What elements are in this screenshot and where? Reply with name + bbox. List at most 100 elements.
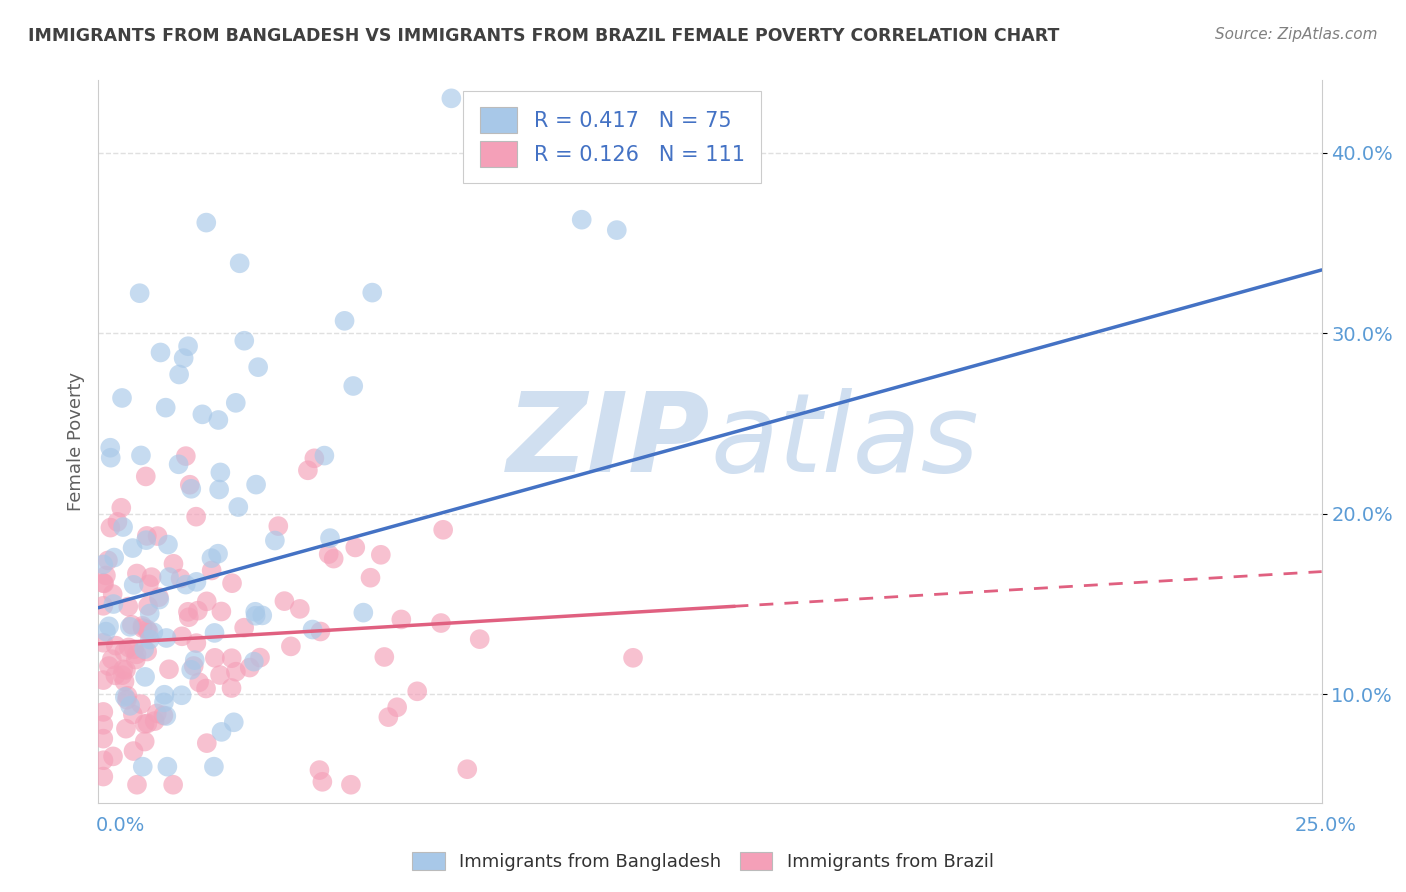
Point bbox=[297, 463, 319, 477]
Point bbox=[180, 482, 202, 496]
Point bbox=[115, 692, 138, 706]
Point bbox=[104, 639, 127, 653]
Point bbox=[314, 449, 336, 463]
Point bbox=[288, 602, 311, 616]
Point bbox=[273, 594, 295, 608]
Point bbox=[222, 715, 245, 730]
Point bbox=[138, 624, 160, 639]
Point bbox=[201, 564, 224, 578]
Point bbox=[195, 736, 218, 750]
Point bbox=[146, 706, 169, 721]
Point bbox=[153, 695, 176, 709]
Point bbox=[319, 531, 342, 545]
Point bbox=[146, 529, 169, 543]
Point bbox=[91, 673, 114, 687]
Point bbox=[138, 577, 160, 591]
Point bbox=[91, 599, 114, 613]
Point bbox=[153, 688, 176, 702]
Point bbox=[322, 551, 344, 566]
Point bbox=[125, 652, 148, 666]
Point bbox=[135, 533, 157, 548]
Point bbox=[170, 629, 193, 643]
Point bbox=[280, 640, 302, 654]
Point bbox=[112, 662, 135, 676]
Point bbox=[104, 668, 127, 682]
Point bbox=[141, 570, 163, 584]
Point bbox=[115, 722, 138, 736]
Point bbox=[301, 623, 323, 637]
Point bbox=[186, 636, 208, 650]
Point bbox=[117, 689, 139, 703]
Text: atlas: atlas bbox=[710, 388, 979, 495]
Point bbox=[121, 617, 143, 632]
Point bbox=[340, 778, 363, 792]
Point bbox=[406, 684, 429, 698]
Point bbox=[132, 760, 155, 774]
Point bbox=[204, 626, 226, 640]
Point bbox=[389, 612, 412, 626]
Point bbox=[247, 360, 270, 375]
Point bbox=[606, 223, 628, 237]
Legend: R = 0.417   N = 75, R = 0.126   N = 111: R = 0.417 N = 75, R = 0.126 N = 111 bbox=[463, 91, 762, 183]
Point bbox=[111, 668, 134, 682]
Point bbox=[112, 520, 135, 534]
Point bbox=[183, 659, 205, 673]
Point bbox=[187, 604, 209, 618]
Point bbox=[91, 558, 114, 572]
Point bbox=[125, 648, 148, 662]
Point bbox=[149, 345, 172, 359]
Point bbox=[125, 566, 148, 581]
Point bbox=[134, 642, 156, 657]
Point bbox=[156, 537, 179, 551]
Point bbox=[252, 608, 274, 623]
Point bbox=[360, 571, 382, 585]
Point bbox=[136, 644, 159, 658]
Point bbox=[209, 466, 232, 480]
Point bbox=[245, 477, 267, 491]
Point bbox=[139, 607, 162, 621]
Point bbox=[100, 520, 122, 534]
Point bbox=[155, 709, 177, 723]
Point bbox=[134, 670, 156, 684]
Point bbox=[186, 574, 208, 589]
Point bbox=[180, 663, 202, 677]
Point bbox=[195, 681, 218, 696]
Point bbox=[125, 778, 148, 792]
Text: 25.0%: 25.0% bbox=[1295, 815, 1357, 835]
Point bbox=[233, 334, 256, 348]
Point bbox=[122, 578, 145, 592]
Point bbox=[118, 620, 141, 634]
Point bbox=[333, 314, 356, 328]
Point bbox=[361, 285, 384, 300]
Text: Source: ZipAtlas.com: Source: ZipAtlas.com bbox=[1215, 27, 1378, 42]
Point bbox=[571, 212, 593, 227]
Point bbox=[100, 450, 122, 465]
Point bbox=[385, 700, 408, 714]
Point bbox=[94, 624, 117, 639]
Text: IMMIGRANTS FROM BANGLADESH VS IMMIGRANTS FROM BRAZIL FEMALE POVERTY CORRELATION : IMMIGRANTS FROM BANGLADESH VS IMMIGRANTS… bbox=[28, 27, 1060, 45]
Point bbox=[311, 774, 333, 789]
Legend: Immigrants from Bangladesh, Immigrants from Brazil: Immigrants from Bangladesh, Immigrants f… bbox=[405, 845, 1001, 879]
Point bbox=[344, 541, 367, 555]
Point bbox=[170, 688, 193, 702]
Point bbox=[243, 655, 266, 669]
Text: ZIP: ZIP bbox=[506, 388, 710, 495]
Point bbox=[129, 449, 152, 463]
Point bbox=[94, 568, 117, 582]
Point bbox=[621, 650, 644, 665]
Point bbox=[121, 541, 143, 555]
Point bbox=[134, 717, 156, 731]
Point bbox=[152, 708, 174, 723]
Point bbox=[233, 621, 256, 635]
Point bbox=[162, 778, 184, 792]
Point bbox=[228, 256, 250, 270]
Point bbox=[136, 623, 159, 637]
Point bbox=[134, 734, 156, 748]
Y-axis label: Female Poverty: Female Poverty bbox=[66, 372, 84, 511]
Point bbox=[91, 636, 114, 650]
Point bbox=[352, 606, 374, 620]
Point bbox=[157, 570, 180, 584]
Point bbox=[155, 401, 177, 415]
Point bbox=[91, 705, 114, 719]
Point bbox=[91, 576, 114, 591]
